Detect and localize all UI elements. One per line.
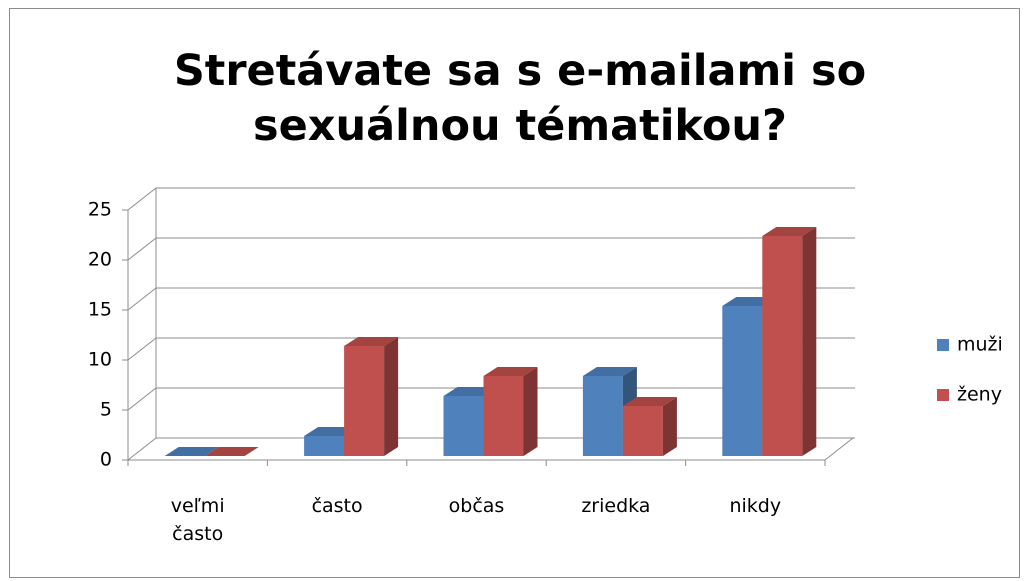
legend-label: ženy [957,384,1002,406]
bar [483,367,538,456]
bar-top [582,367,637,376]
chart-title: Stretávate sa s e-mailami so sexuálnou t… [173,46,867,151]
x-tick-label: často [311,495,363,517]
bar [344,337,399,456]
bar-top [204,447,259,456]
bar-front [483,376,524,456]
bar-side [802,227,817,456]
bar-front [722,306,763,456]
side-grid-line [127,287,157,311]
y-tick-label: 0 [100,449,112,471]
x-tick-label: veľmi často [170,495,225,545]
bar [762,227,817,456]
y-tick-label: 25 [88,199,112,221]
chart-frame [9,8,1020,578]
x-tick-label: nikdy [729,495,782,517]
y-tick-label: 20 [88,249,112,271]
bar-front [344,346,385,456]
bar-front [304,436,345,456]
bar-top [164,447,219,456]
side-grid-line [127,437,157,461]
bar-side [384,337,399,456]
y-tick-label: 10 [88,349,112,371]
y-tick-label: 5 [100,399,112,421]
legend-label: muži [957,334,1003,356]
bar-front [443,396,484,456]
side-grid-line [127,337,157,361]
bar-top [622,397,677,406]
bar [204,447,259,456]
bar-top [344,337,399,346]
bar-top [483,367,538,376]
bar-top [762,227,817,236]
bar [622,397,677,456]
bar-front [762,236,803,456]
bar [164,447,219,456]
bar-side [523,367,538,456]
bar-front [582,376,623,456]
bar-side [662,397,677,456]
x-tick-label: občas [448,495,505,517]
bar-front [622,406,663,456]
side-grid-line [127,387,157,411]
legend-swatch [937,339,949,351]
legend-swatch [937,389,949,401]
y-tick-label: 15 [88,299,112,321]
floor-right [824,437,854,461]
side-grid-line [127,237,157,261]
side-grid-line [127,187,157,211]
x-tick-label: zriedka [581,495,651,517]
